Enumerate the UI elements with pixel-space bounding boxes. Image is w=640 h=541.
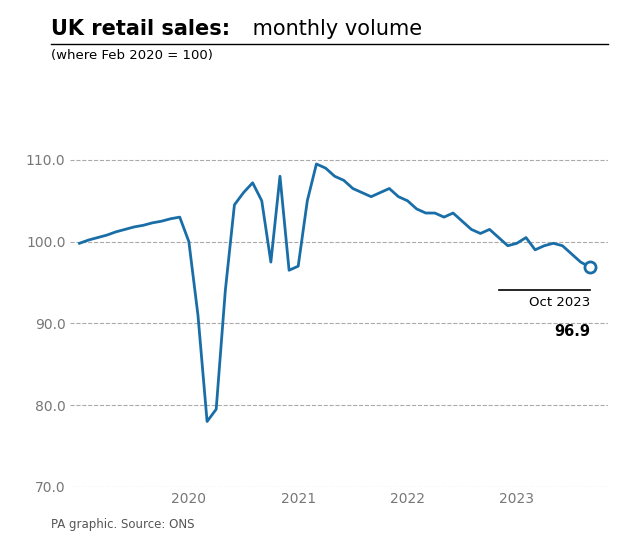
Text: PA graphic. Source: ONS: PA graphic. Source: ONS <box>51 518 195 531</box>
Text: monthly volume: monthly volume <box>246 19 422 39</box>
Text: 96.9: 96.9 <box>554 324 590 339</box>
Text: (where Feb 2020 = 100): (where Feb 2020 = 100) <box>51 49 213 62</box>
Text: Oct 2023: Oct 2023 <box>529 296 590 309</box>
Text: UK retail sales:: UK retail sales: <box>51 19 230 39</box>
